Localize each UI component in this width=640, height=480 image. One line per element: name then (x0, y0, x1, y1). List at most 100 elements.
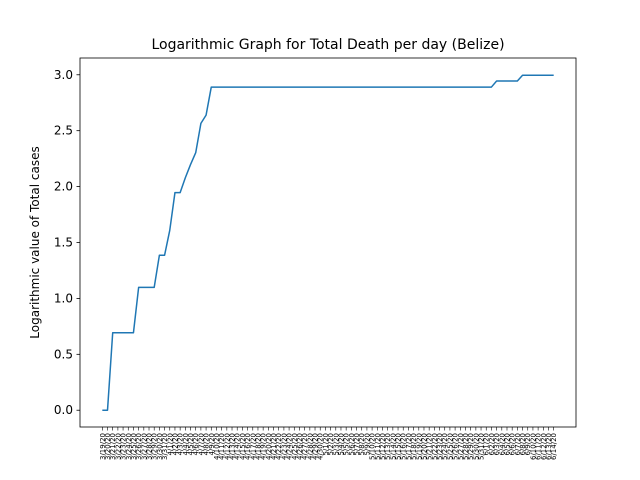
x-tick-label: 4/29/20 (312, 433, 320, 460)
x-tick-label: 5/8/20 (358, 433, 366, 456)
x-tick-label: 6/10/20 (529, 433, 537, 460)
x-tick-label: 5/18/20 (410, 433, 418, 460)
plot-frame (79, 57, 577, 428)
x-tick-label: 5/16/20 (400, 433, 408, 460)
x-tick-label: 4/17/20 (249, 433, 257, 460)
x-tick-label: 5/28/20 (462, 433, 470, 460)
x-tick-label: 5/10/20 (369, 433, 377, 460)
x-tick-label: 4/11/20 (218, 433, 226, 460)
x-tick-label: 4/19/20 (260, 433, 268, 460)
plot-area (80, 58, 576, 427)
x-tick-label: 5/25/20 (446, 433, 454, 460)
x-tick-label: 5/6/20 (348, 433, 356, 456)
x-tick-label: 5/19/20 (415, 433, 423, 460)
x-tick-label: 5/9/20 (363, 433, 371, 456)
x-tick-label: 5/22/20 (431, 433, 439, 460)
x-tick-label: 5/26/20 (452, 433, 460, 460)
x-tick-label: 4/21/20 (270, 433, 278, 460)
x-tick-label: 4/3/20 (177, 433, 185, 456)
x-tick-label: 4/25/20 (291, 433, 299, 460)
x-tick-label: 5/14/20 (389, 433, 397, 460)
y-tick-label: 2.0 (54, 180, 73, 194)
y-tick-label: 0.5 (54, 347, 73, 361)
x-tick-label: 4/12/20 (223, 433, 231, 460)
x-tick-label: 6/13/20 (545, 433, 553, 460)
x-tick-label: 3/21/20 (109, 433, 117, 460)
x-tick-label: 6/5/20 (503, 433, 511, 456)
x-ticks: 3/19/203/20/203/21/203/22/203/23/203/24/… (99, 427, 558, 460)
x-tick-label: 5/23/20 (436, 433, 444, 460)
x-tick-label: 5/7/20 (353, 433, 361, 456)
x-tick-label: 3/20/20 (104, 433, 112, 460)
x-tick-label: 4/10/20 (213, 433, 221, 460)
x-tick-label: 3/28/20 (146, 433, 154, 460)
x-tick-label: 3/24/20 (125, 433, 133, 460)
x-tick-label: 5/5/20 (343, 433, 351, 456)
x-tick-label: 4/23/20 (280, 433, 288, 460)
x-tick-label: 4/22/20 (275, 433, 283, 460)
x-tick-label: 4/4/20 (182, 433, 190, 456)
y-ticks: 0.0 0.5 1.0 1.5 2.0 2.5 3.0 (54, 68, 80, 417)
x-tick-label: 6/7/20 (514, 433, 522, 456)
x-tick-label: 3/25/20 (130, 433, 138, 460)
x-tick-label: 5/31/20 (478, 433, 486, 460)
x-tick-label: 4/20/20 (265, 433, 273, 460)
x-tick-label: 6/11/20 (535, 433, 543, 460)
x-tick-label: 6/8/20 (519, 433, 527, 456)
x-tick-label: 4/8/20 (203, 433, 211, 456)
x-tick-label: 6/14/20 (550, 433, 558, 460)
x-tick-label: 5/3/20 (332, 433, 340, 456)
x-tick-label: 4/15/20 (239, 433, 247, 460)
x-tick-label: 3/27/20 (140, 433, 148, 460)
x-tick-label: 6/6/20 (509, 433, 517, 456)
x-tick-label: 3/30/20 (156, 433, 164, 460)
x-tick-label: 6/1/20 (483, 433, 491, 456)
y-tick-label: 1.0 (54, 291, 73, 305)
x-tick-label: 3/26/20 (135, 433, 143, 460)
x-tick-label: 4/9/20 (208, 433, 216, 456)
x-tick-label: 6/12/20 (540, 433, 548, 460)
x-tick-label: 6/3/20 (493, 433, 501, 456)
y-tick-label: 2.5 (54, 124, 73, 138)
x-tick-label: 4/7/20 (197, 433, 205, 456)
x-tick-label: 3/22/20 (114, 433, 122, 460)
x-tick-label: 4/24/20 (286, 433, 294, 460)
x-tick-label: 5/12/20 (379, 433, 387, 460)
y-axis-label: Logarithmic value of Total cases (28, 146, 42, 338)
x-tick-label: 5/15/20 (395, 433, 403, 460)
x-tick-label: 4/6/20 (192, 433, 200, 456)
x-tick-label: 5/17/20 (405, 433, 413, 460)
x-tick-label: 4/2/20 (171, 433, 179, 456)
x-tick-label: 4/30/20 (317, 433, 325, 460)
x-tick-label: 5/13/20 (384, 433, 392, 460)
x-tick-label: 4/13/20 (229, 433, 237, 460)
x-tick-label: 3/23/20 (120, 433, 128, 460)
x-tick-label: 4/1/20 (166, 433, 174, 456)
x-tick-label: 5/29/20 (467, 433, 475, 460)
x-tick-label: 4/18/20 (254, 433, 262, 460)
x-tick-label: 4/14/20 (234, 433, 242, 460)
chart-title: Logarithmic Graph for Total Death per da… (151, 37, 504, 53)
x-tick-label: 5/21/20 (426, 433, 434, 460)
x-tick-label: 5/20/20 (420, 433, 428, 460)
series-line (102, 74, 554, 411)
x-tick-label: 3/31/20 (161, 433, 169, 460)
x-tick-label: 5/11/20 (374, 433, 382, 460)
y-tick-label: 3.0 (54, 68, 73, 82)
x-tick-label: 3/29/20 (151, 433, 159, 460)
y-tick-label: 1.5 (54, 236, 73, 250)
x-tick-label: 4/28/20 (306, 433, 314, 460)
x-tick-label: 5/2/20 (327, 433, 335, 456)
x-tick-label: 5/27/20 (457, 433, 465, 460)
x-tick-label: 6/9/20 (524, 433, 532, 456)
x-tick-label: 4/16/20 (244, 433, 252, 460)
x-tick-label: 5/30/20 (472, 433, 480, 460)
x-tick-label: 3/19/20 (99, 433, 107, 460)
x-tick-label: 6/4/20 (498, 433, 506, 456)
x-tick-label: 5/24/20 (441, 433, 449, 460)
x-tick-label: 4/5/20 (187, 433, 195, 456)
x-tick-label: 5/4/20 (337, 433, 345, 456)
y-tick-label: 0.0 (54, 403, 73, 417)
x-tick-label: 6/2/20 (488, 433, 496, 456)
